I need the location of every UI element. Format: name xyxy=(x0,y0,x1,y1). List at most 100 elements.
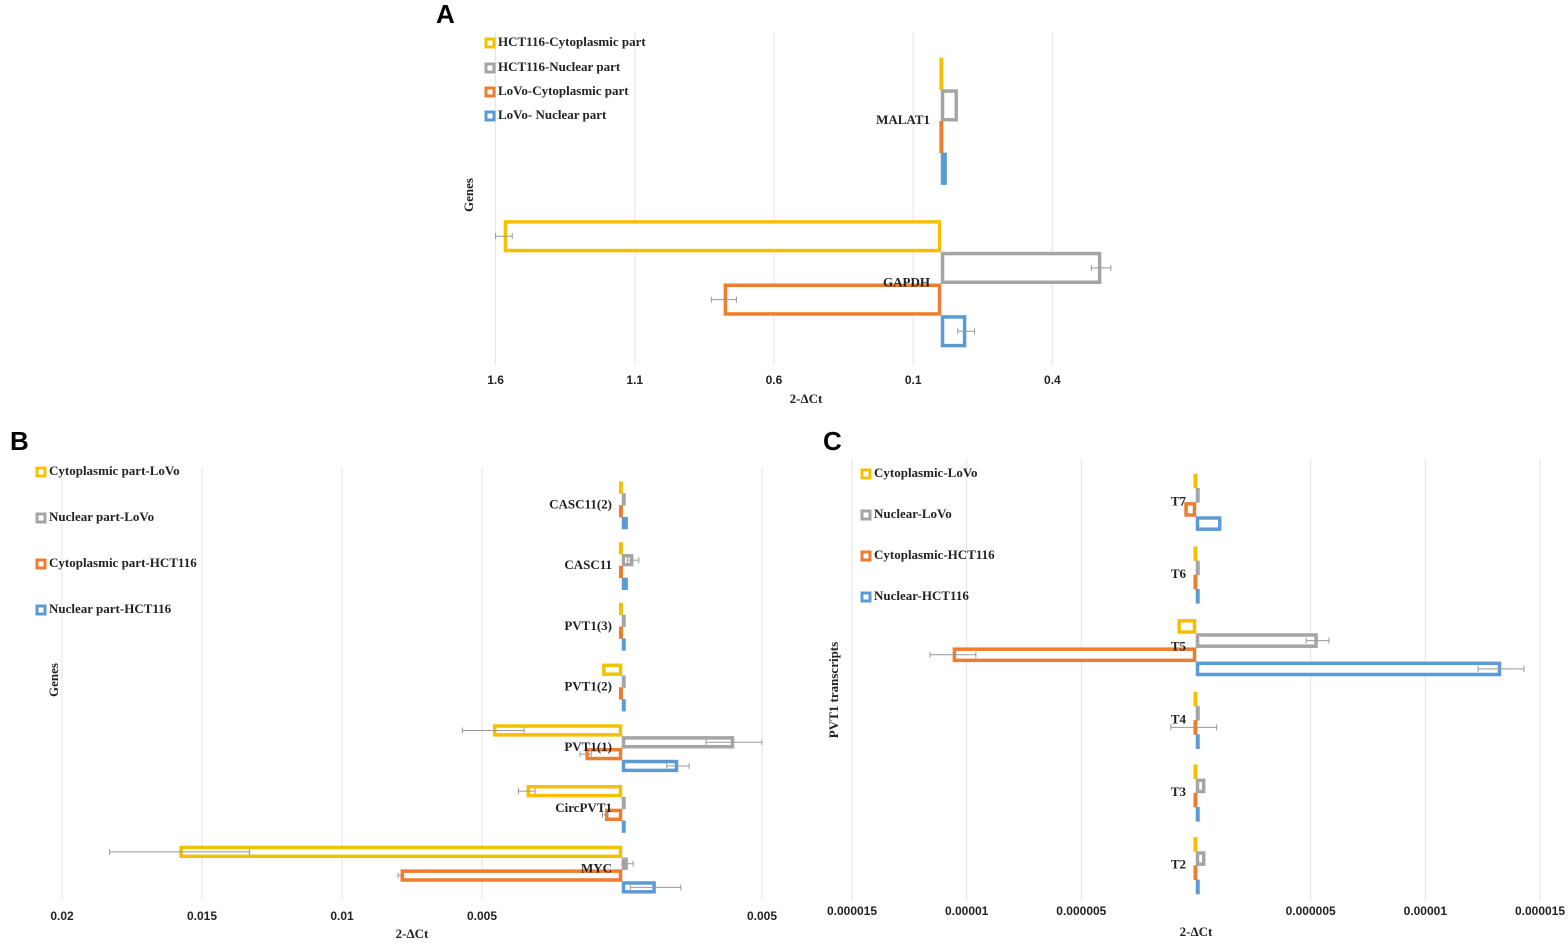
bar xyxy=(939,121,944,154)
x-axis-label: 2-ΔCt xyxy=(790,391,823,406)
bar xyxy=(1195,879,1200,895)
legend-label: HCT116-Cytoplasmic part xyxy=(498,34,646,49)
legend-label: Nuclear part-LoVo xyxy=(49,509,154,524)
category-label: T5 xyxy=(1171,639,1187,654)
legend-swatch xyxy=(35,512,47,524)
category-label: GAPDH xyxy=(883,275,930,290)
bar xyxy=(621,638,626,651)
bar xyxy=(940,251,1102,284)
category-label: MYC xyxy=(581,861,612,876)
legend-label: Nuclear-HCT116 xyxy=(874,588,969,603)
x-tick-label: 0.005 xyxy=(747,909,777,923)
x-tick-label: 0.000015 xyxy=(827,904,877,918)
bar xyxy=(621,675,626,688)
bar xyxy=(618,565,623,579)
bar xyxy=(1193,574,1198,590)
x-tick-label: 0.005 xyxy=(467,909,497,923)
legend-swatch xyxy=(860,550,872,562)
bar xyxy=(1195,487,1200,503)
bar xyxy=(1195,705,1200,721)
y-axis-label: PVT1 transcripts xyxy=(826,642,841,738)
bar xyxy=(940,152,947,185)
bar xyxy=(621,577,628,590)
panel-letter: A xyxy=(436,0,455,29)
category-label: CASC11(2) xyxy=(549,496,612,511)
bar xyxy=(1193,837,1198,852)
category-label: PVT1(3) xyxy=(564,618,612,633)
bar xyxy=(1193,546,1198,562)
bar xyxy=(621,699,626,712)
x-axis-label: 2-ΔCt xyxy=(396,926,429,941)
bar xyxy=(939,57,944,90)
x-tick-label: 1.1 xyxy=(626,373,643,387)
y-axis-label: Genes xyxy=(46,663,61,697)
category-label: T4 xyxy=(1171,711,1187,726)
category-label: T2 xyxy=(1171,857,1186,872)
bar xyxy=(621,614,626,628)
x-axis-label: 2-ΔCt xyxy=(1180,924,1213,939)
bar xyxy=(1195,516,1222,531)
y-axis-label: Genes xyxy=(461,178,476,212)
x-tick-label: 0.00001 xyxy=(945,904,989,918)
legend-swatch xyxy=(484,86,496,98)
legend-label: Cytoplasmic-HCT116 xyxy=(874,547,995,562)
legend-swatch xyxy=(484,37,496,49)
legend-swatch xyxy=(860,468,872,480)
legend-label: LoVo- Nuclear part xyxy=(498,107,607,122)
x-tick-label: 0.6 xyxy=(766,373,783,387)
x-tick-label: 0.1 xyxy=(905,373,922,387)
panel-letter: B xyxy=(10,426,29,456)
legend-label: LoVo-Cytoplasmic part xyxy=(498,83,629,98)
bar xyxy=(1195,588,1200,604)
bar xyxy=(1193,764,1198,780)
category-label: CircPVT1 xyxy=(555,800,612,815)
bar xyxy=(1195,806,1200,822)
bar xyxy=(723,283,942,316)
legend-label: Nuclear part-HCT116 xyxy=(49,601,172,616)
legend-swatch xyxy=(484,62,496,74)
bar xyxy=(618,687,623,700)
bar xyxy=(1193,865,1198,881)
bar xyxy=(618,505,623,518)
x-tick-label: 0.02 xyxy=(50,909,74,923)
x-tick-label: 0.01 xyxy=(330,909,354,923)
bar xyxy=(1193,792,1198,808)
bar xyxy=(952,647,1197,663)
legend-swatch xyxy=(35,604,47,616)
bar xyxy=(621,516,628,530)
category-label: T6 xyxy=(1171,566,1187,581)
bar xyxy=(618,602,623,616)
bar xyxy=(1184,502,1197,517)
bar xyxy=(621,493,626,506)
category-label: T3 xyxy=(1171,784,1187,799)
x-tick-label: 1.6 xyxy=(487,373,504,387)
legend-swatch xyxy=(35,558,47,570)
bar xyxy=(618,626,623,639)
category-label: T7 xyxy=(1171,493,1187,508)
bar xyxy=(621,796,626,810)
category-label: CASC11 xyxy=(564,557,612,572)
bar xyxy=(1195,633,1318,648)
legend-label: Cytoplasmic-LoVo xyxy=(874,465,978,480)
bar xyxy=(1193,473,1198,489)
bar xyxy=(618,542,623,555)
legend-label: Cytoplasmic part-LoVo xyxy=(49,463,180,478)
bar xyxy=(1193,691,1198,707)
bar xyxy=(1195,661,1502,677)
bar xyxy=(1177,619,1197,634)
bar xyxy=(1195,778,1206,794)
bar xyxy=(1195,851,1206,866)
x-tick-label: 0.015 xyxy=(187,909,217,923)
category-label: PVT1(2) xyxy=(564,678,612,693)
x-tick-label: 0.4 xyxy=(1044,373,1061,387)
bar xyxy=(503,220,942,253)
category-label: MALAT1 xyxy=(876,112,930,127)
legend-swatch xyxy=(860,591,872,603)
legend-swatch xyxy=(860,509,872,521)
legend-label: HCT116-Nuclear part xyxy=(498,59,621,74)
bar xyxy=(618,481,623,494)
legend-label: Nuclear-LoVo xyxy=(874,506,952,521)
x-tick-label: 0.00001 xyxy=(1404,904,1448,918)
legend-swatch xyxy=(484,110,496,122)
panel-letter: C xyxy=(823,426,842,456)
